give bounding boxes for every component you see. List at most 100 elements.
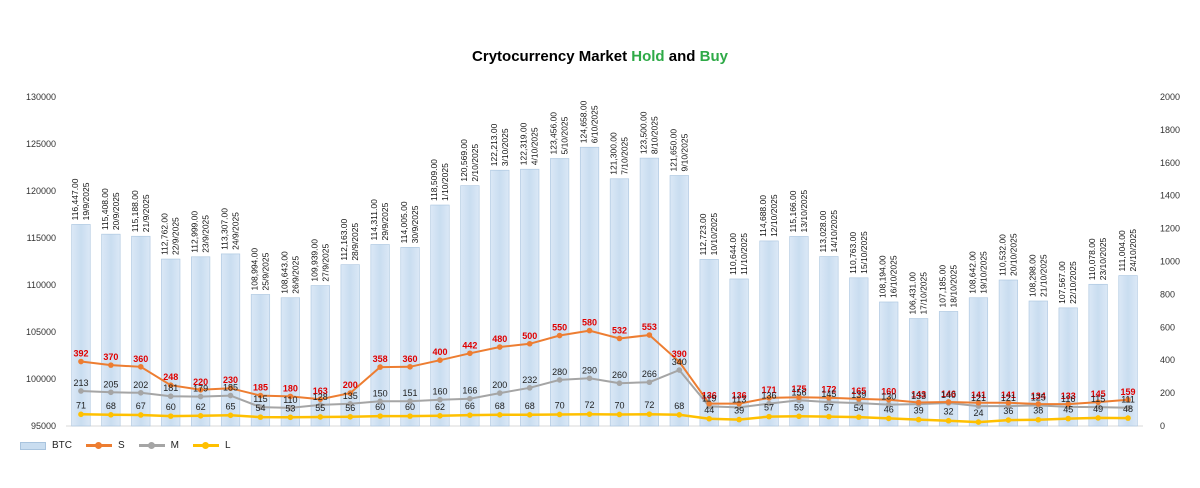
label-date: 16/10/2025 <box>889 255 899 298</box>
label-date: 11/10/2025 <box>739 233 749 275</box>
label-btc-value: 114,311.00 <box>369 199 379 241</box>
point-m <box>227 392 234 399</box>
point-m <box>407 398 413 404</box>
label-btc-value: 113,307.00 <box>220 208 230 250</box>
label-s: 360 <box>403 354 418 364</box>
point-m <box>676 367 683 373</box>
point-m <box>616 380 623 387</box>
left-axis-tick-label: 105000 <box>26 327 56 337</box>
label-date: 30/9/2025 <box>410 205 420 243</box>
label-date: 1/10/2025 <box>440 163 450 201</box>
left-axis-tick-label: 110000 <box>27 280 56 290</box>
label-s: 141 <box>971 390 986 400</box>
bar-btc <box>550 158 570 427</box>
bar-btc <box>849 277 869 427</box>
label-m: 181 <box>163 383 178 393</box>
label-date: 6/10/2025 <box>590 105 600 143</box>
point-m <box>885 401 892 408</box>
label-m: 205 <box>103 379 118 389</box>
label-btc-value: 112,762.00 <box>160 213 170 255</box>
label-l: 46 <box>884 404 894 414</box>
point-s <box>736 400 742 407</box>
bar-btc <box>101 233 121 427</box>
point-s <box>317 396 324 402</box>
label-s: 159 <box>1121 387 1136 397</box>
label-m: 200 <box>492 380 507 390</box>
bar-btc <box>250 294 271 427</box>
point-s <box>586 327 593 334</box>
label-date: 28/9/2025 <box>350 223 360 261</box>
point-s <box>1095 399 1101 405</box>
legend-swatch-l <box>193 442 220 449</box>
point-l <box>766 413 772 420</box>
label-m: 128 <box>313 392 328 402</box>
label-l: 39 <box>914 406 924 416</box>
point-s <box>377 364 383 370</box>
label-date: 5/10/2025 <box>560 116 570 154</box>
point-l <box>1005 417 1012 423</box>
label-l: 72 <box>644 400 654 410</box>
point-s <box>108 362 114 368</box>
legend-item-l: L <box>193 440 231 451</box>
point-m <box>467 395 473 402</box>
label-l: 70 <box>614 400 624 410</box>
point-s <box>826 394 832 401</box>
right-axis-tick-label: 800 <box>1160 289 1175 299</box>
right-axis-tick-label: 1600 <box>1160 158 1180 168</box>
point-l <box>257 414 264 420</box>
point-s <box>526 340 533 347</box>
bar-btc <box>161 258 181 427</box>
left-axis-tick-label: 130000 <box>26 92 56 102</box>
point-s <box>78 358 84 365</box>
label-btc-value: 108,643.00 <box>279 251 289 294</box>
point-s <box>1065 401 1072 407</box>
bar-btc <box>699 259 719 427</box>
point-s <box>885 396 892 403</box>
label-l: 68 <box>495 401 505 411</box>
label-m: 185 <box>223 383 238 393</box>
label-date: 22/10/2025 <box>1068 261 1078 304</box>
point-l <box>167 413 174 419</box>
point-l <box>407 413 413 419</box>
label-s: 390 <box>672 349 687 359</box>
label-date: 26/9/2025 <box>290 256 300 294</box>
bar-btc <box>370 244 390 427</box>
label-l: 56 <box>345 403 355 413</box>
label-l: 38 <box>1033 406 1043 416</box>
point-l <box>317 414 324 420</box>
label-btc-value: 121,300.00 <box>608 132 618 175</box>
bar-btc <box>669 175 689 427</box>
label-l: 68 <box>525 401 535 411</box>
point-l <box>1035 416 1042 423</box>
point-s <box>496 344 503 350</box>
point-m <box>556 377 563 383</box>
label-date: 18/10/2025 <box>949 265 959 308</box>
label-btc-value: 123,500.00 <box>638 111 648 154</box>
label-date: 24/9/2025 <box>231 212 241 250</box>
label-btc-value: 111,004.00 <box>1117 230 1127 272</box>
label-s: 550 <box>552 323 567 333</box>
label-s: 360 <box>133 354 148 364</box>
point-s <box>257 392 264 399</box>
point-m <box>586 375 593 382</box>
label-l: 54 <box>255 403 265 413</box>
point-l <box>197 413 204 419</box>
label-date: 19/10/2025 <box>978 251 988 294</box>
bar-btc <box>340 264 360 427</box>
legend-label-m: M <box>170 440 180 451</box>
point-s <box>616 335 623 342</box>
label-l: 60 <box>166 402 176 412</box>
point-l <box>586 411 593 417</box>
point-l <box>706 415 713 422</box>
point-s <box>467 350 473 357</box>
bar-btc <box>310 285 330 427</box>
label-date: 8/10/2025 <box>649 116 659 154</box>
label-m: 119 <box>702 393 716 403</box>
label-m: 290 <box>582 365 597 375</box>
label-l: 48 <box>1123 404 1133 414</box>
point-m <box>855 400 862 406</box>
label-btc-value: 110,763.00 <box>848 232 858 274</box>
label-s: 171 <box>762 385 777 395</box>
point-m <box>197 393 204 400</box>
bar-btc <box>490 169 510 427</box>
